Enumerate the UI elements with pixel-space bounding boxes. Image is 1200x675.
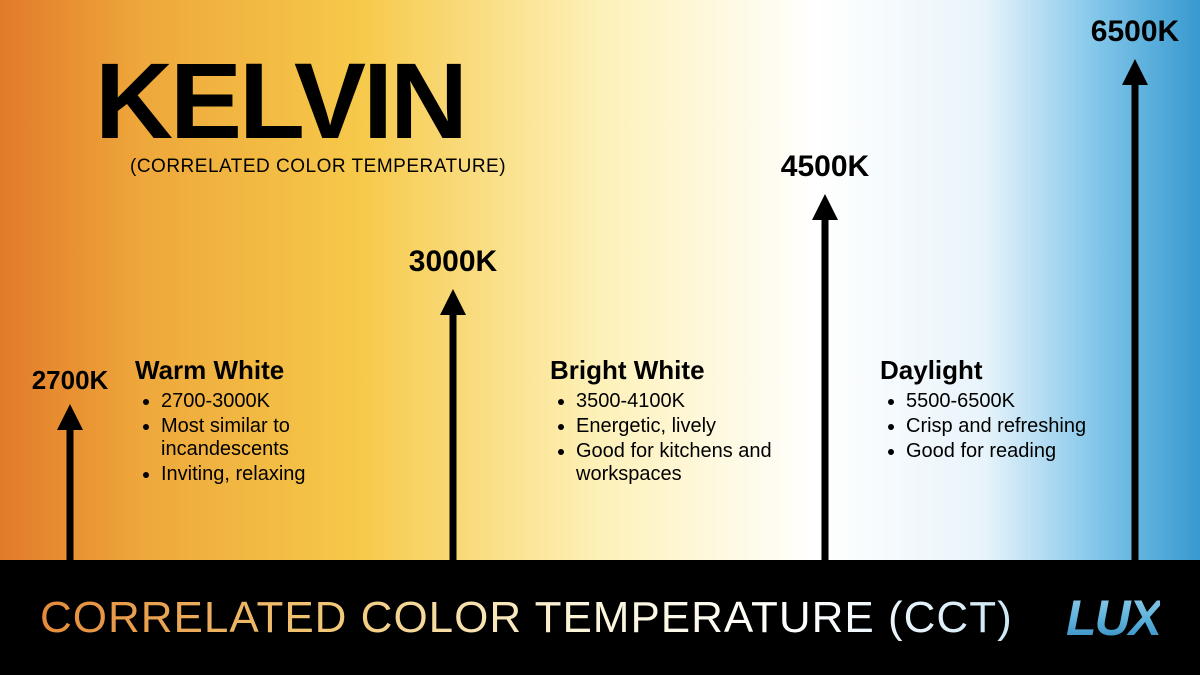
kelvin-infographic: KELVIN (CORRELATED COLOR TEMPERATURE) 27… — [0, 0, 1200, 675]
category-list: 5500-6500KCrisp and refreshingGood for r… — [880, 390, 1120, 463]
footer-title: CORRELATED COLOR TEMPERATURE (CCT) — [40, 593, 1013, 643]
category-block: Warm White 2700-3000KMost similar to inca… — [135, 355, 385, 488]
category-item: 3500-4100K — [576, 390, 810, 413]
category-item: Inviting, relaxing — [161, 463, 385, 486]
category-title: Daylight — [880, 355, 1120, 386]
arrow-head-icon — [440, 289, 466, 315]
arrow-label: 3000K — [409, 245, 497, 279]
lux-logo: LUX — [1066, 589, 1160, 647]
arrow-label: 6500K — [1091, 15, 1179, 49]
arrow-shaft — [67, 430, 74, 560]
arrow-shaft — [1132, 85, 1139, 560]
arrow-head-icon — [1122, 59, 1148, 85]
category-item: Most similar to incandescents — [161, 415, 385, 461]
category-item: Good for kitchens and workspaces — [576, 440, 810, 486]
arrow-shaft — [822, 220, 829, 560]
arrow-label: 2700K — [32, 365, 109, 396]
category-item: Good for reading — [906, 440, 1120, 463]
category-item: 2700-3000K — [161, 390, 385, 413]
category-item: 5500-6500K — [906, 390, 1120, 413]
category-list: 2700-3000KMost similar to incandescentsI… — [135, 390, 385, 486]
category-block: Bright White 3500-4100KEnergetic, livelyG… — [550, 355, 810, 488]
main-title: KELVIN — [95, 38, 465, 163]
arrow-head-icon — [57, 404, 83, 430]
arrow-shaft — [450, 315, 457, 560]
category-block: Daylight 5500-6500KCrisp and refreshingGo… — [880, 355, 1120, 465]
category-item: Energetic, lively — [576, 415, 810, 438]
category-title: Bright White — [550, 355, 810, 386]
category-title: Warm White — [135, 355, 385, 386]
arrow-head-icon — [812, 194, 838, 220]
arrow-label: 4500K — [781, 150, 869, 184]
footer-bar: CORRELATED COLOR TEMPERATURE (CCT) LUX — [0, 560, 1200, 675]
category-item: Crisp and refreshing — [906, 415, 1120, 438]
main-subtitle: (CORRELATED COLOR TEMPERATURE) — [130, 156, 506, 178]
category-list: 3500-4100KEnergetic, livelyGood for kitc… — [550, 390, 810, 486]
